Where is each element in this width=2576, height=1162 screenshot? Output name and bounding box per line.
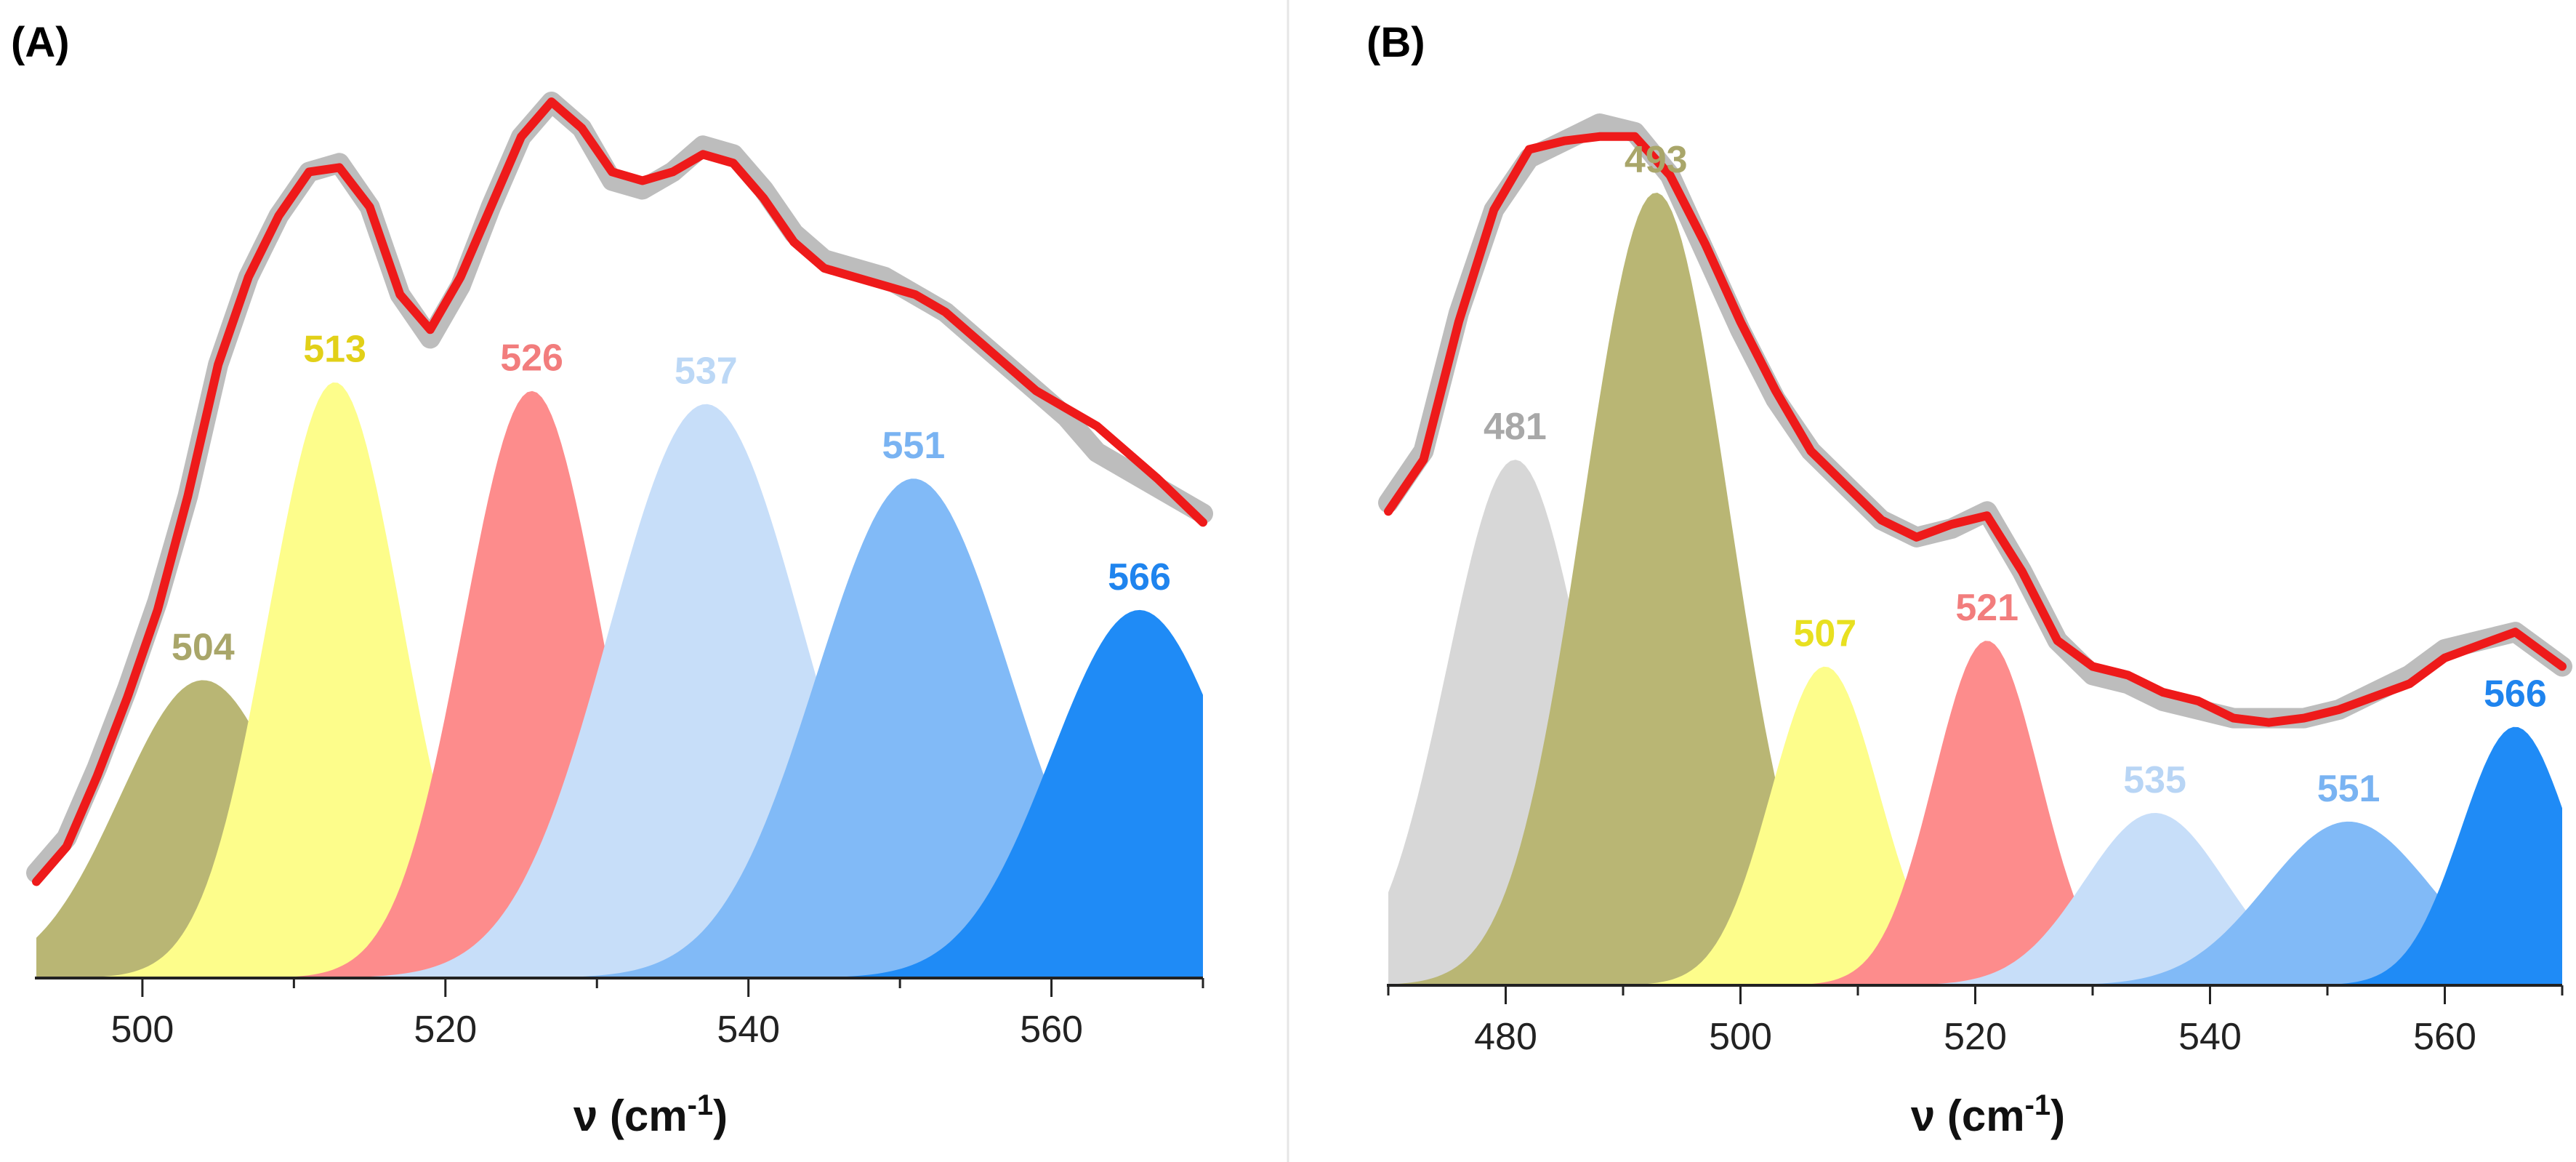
panel-b-component-566-area	[1388, 726, 2562, 985]
panel-a-curves	[26, 92, 1213, 886]
panel-b-curves	[1378, 113, 2572, 729]
panel-a-peak-label-526: 526	[500, 337, 563, 380]
panel-b-peak-label-481: 481	[1484, 406, 1547, 448]
panel-b-peak-label-566: 566	[2484, 673, 2547, 716]
panel-a-x-tick-label-560: 560	[1020, 1009, 1083, 1051]
panel-a-peak-labels: 504 513 526 537 551 566	[172, 329, 1171, 669]
panel-a-x-axis-title: ν (cm-1)	[573, 1089, 728, 1140]
panel-a-x-axis-title-suffix: )	[713, 1091, 728, 1140]
panel-a-x-tick-label-520: 520	[414, 1009, 477, 1051]
panel-b-x-tick-label-480: 480	[1474, 1016, 1537, 1058]
panel-b-peak-label-521: 521	[1955, 587, 2018, 629]
panel-b-peak-label-535: 535	[2123, 759, 2186, 801]
panel-a-fit-curve	[32, 97, 1207, 886]
panel-a-component-513-area	[36, 382, 1203, 978]
panel-b-peak-labels: 481 493 507 521 535 551 566	[1484, 139, 2547, 810]
panel-a-label: (A)	[11, 19, 70, 66]
panel-a-x-axis: 500 520 540 560	[35, 977, 1204, 1051]
panel-b-x-tick-label-540: 540	[2178, 1016, 2242, 1058]
panel-b-x-axis-title-sup: -1	[2025, 1089, 2051, 1121]
panel-b-component-521-area	[1388, 641, 2562, 985]
panel-a-peak-label-566: 566	[1108, 556, 1171, 598]
panel-a-component-551-area	[36, 478, 1203, 978]
panel-b-x-axis-title-suffix: )	[2050, 1091, 2065, 1140]
panel-b-x-tick-label-500: 500	[1709, 1016, 1772, 1058]
panel-a-component-537-area	[36, 404, 1203, 978]
panel-b-component-493-area	[1388, 193, 2562, 985]
panel-a-peak-label-551: 551	[882, 425, 946, 467]
panel-a-component-566-area	[36, 609, 1203, 978]
panel-a-component-areas	[36, 382, 1203, 978]
panel-b: (B) 481 493 507 521 535 551 566 480 500 520 540 56…	[1367, 19, 2572, 1140]
panel-b-x-tick-label-520: 520	[1944, 1016, 2007, 1058]
panel-a-x-tick-label-540: 540	[717, 1009, 780, 1051]
panel-a-peak-label-513: 513	[303, 329, 366, 371]
panel-a-x-axis-title-main: ν (cm	[573, 1091, 688, 1140]
panel-a-x-axis-title-sup: -1	[688, 1089, 714, 1121]
panel-b-peak-label-551: 551	[2317, 768, 2380, 810]
panel-b-x-axis: 480 500 520 540 560	[1387, 984, 2564, 1058]
panel-a-peak-label-537: 537	[675, 350, 738, 393]
panel-a-peak-label-504: 504	[172, 626, 235, 668]
panel-b-x-axis-title-main: ν (cm	[1911, 1091, 2025, 1140]
panel-b-x-tick-label-560: 560	[2413, 1016, 2476, 1058]
panel-b-peak-label-493: 493	[1625, 139, 1688, 181]
panel-b-fit-curve	[1384, 132, 2567, 727]
panel-b-label: (B)	[1367, 19, 1425, 66]
panel-b-peak-label-507: 507	[1793, 613, 1856, 655]
panel-b-x-axis-title: ν (cm-1)	[1911, 1089, 2065, 1140]
panel-a: (A) 504 513 526 537 551 566 500 520 540 560 ν (c…	[11, 19, 1213, 1140]
panel-b-component-551-area	[1388, 821, 2562, 985]
panel-b-component-areas	[1388, 193, 2562, 985]
panel-a-x-tick-label-500: 500	[111, 1009, 174, 1051]
